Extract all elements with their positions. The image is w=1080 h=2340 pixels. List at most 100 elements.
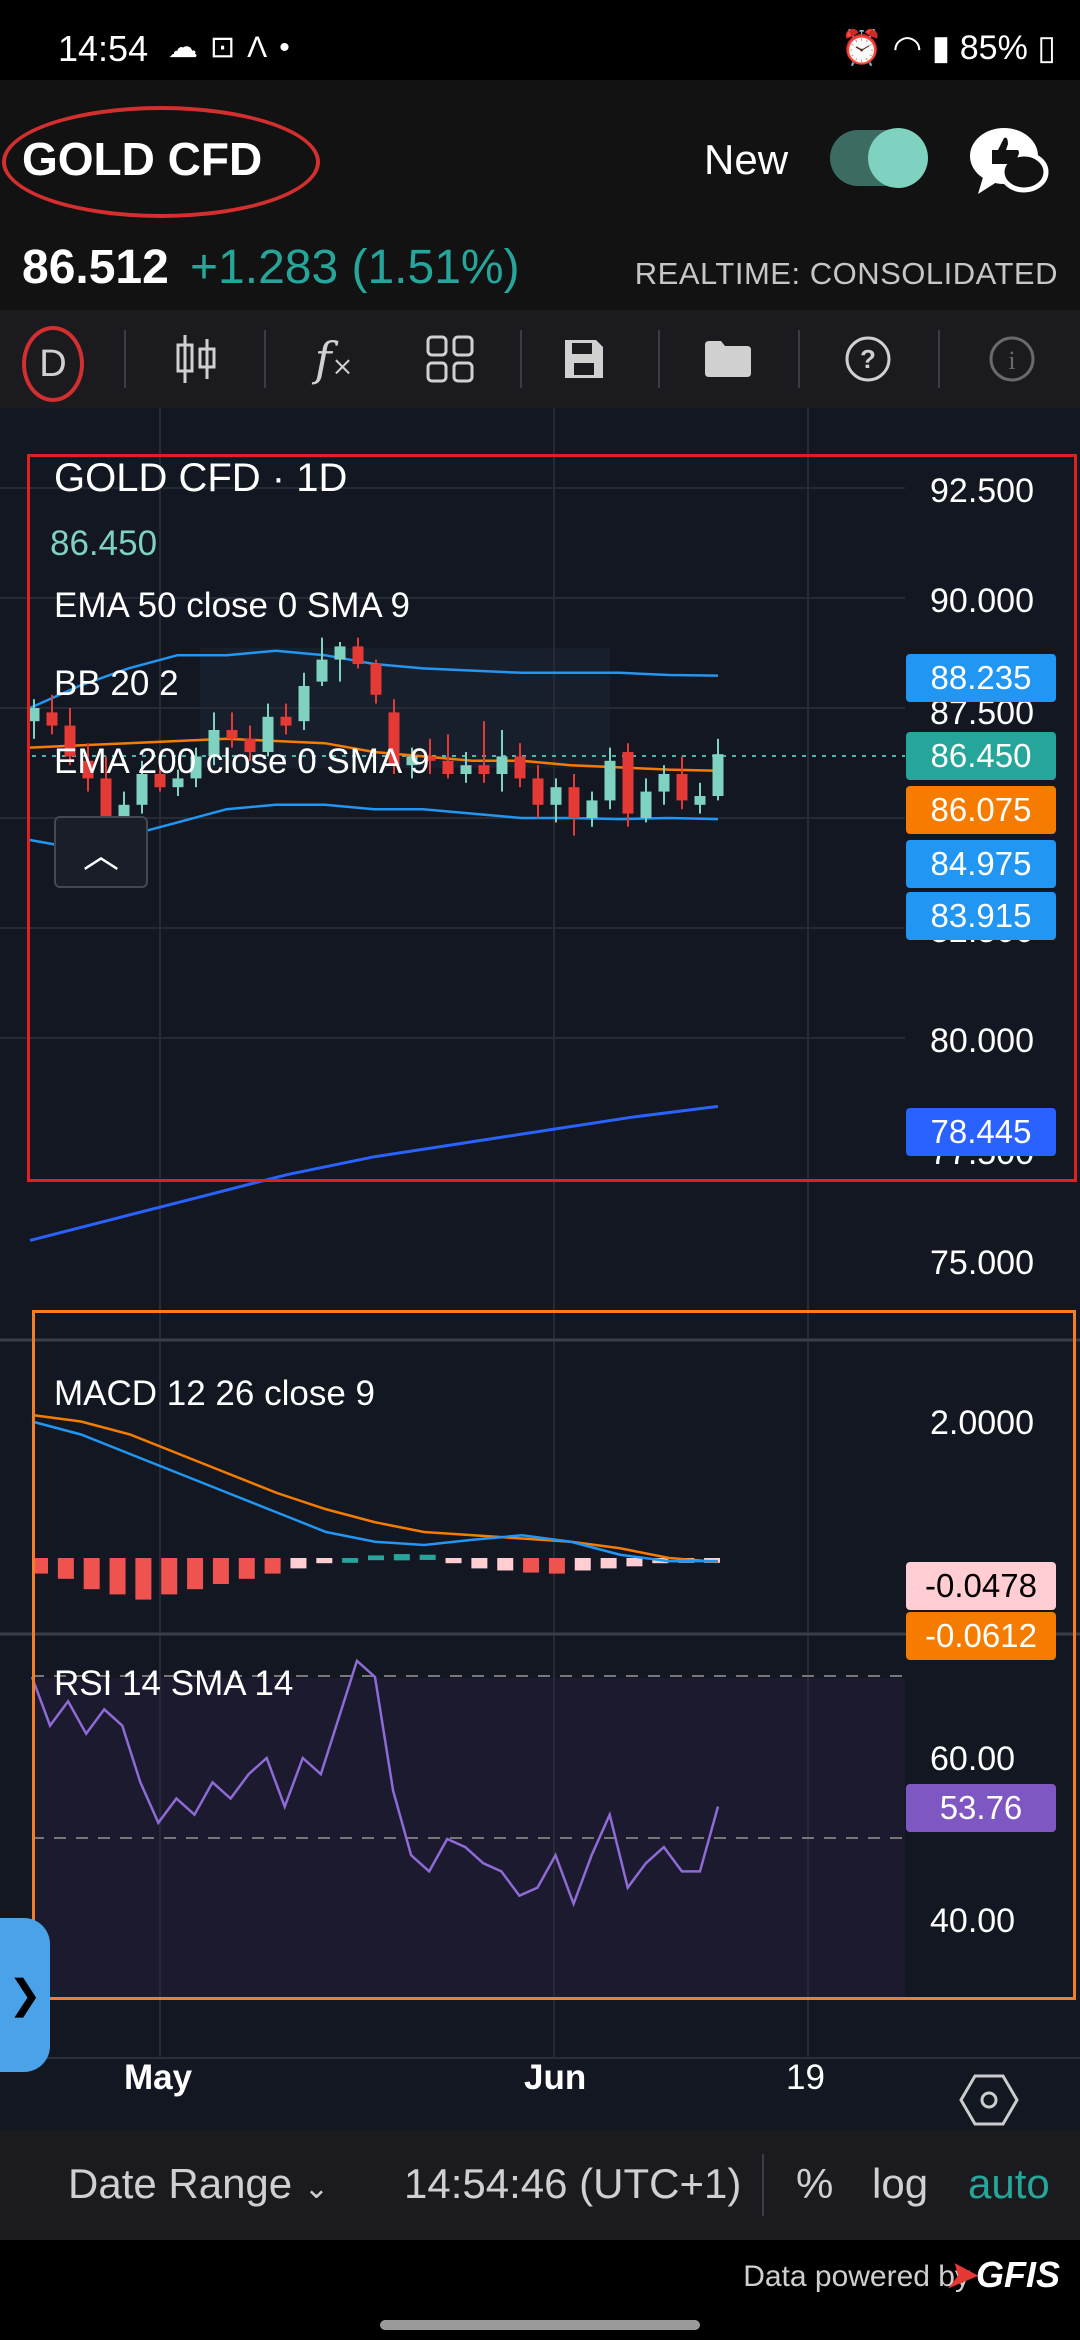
legend-ema50[interactable]: EMA 50 close 0 SMA 9 <box>54 586 411 625</box>
svg-text:?: ? <box>860 344 876 374</box>
candle-body <box>676 774 688 801</box>
candle-body <box>334 646 346 660</box>
wifi-icon: ◠ <box>892 29 923 67</box>
chevron-up-icon: ︿ <box>82 834 119 875</box>
candle-body <box>532 778 544 805</box>
side-panel-tab[interactable]: ❯ <box>0 1918 50 2072</box>
layout-icon[interactable] <box>412 324 488 394</box>
symbol-title[interactable]: GOLD CFD <box>22 133 263 185</box>
interval-button[interactable]: D <box>22 326 84 402</box>
candle-body <box>28 708 40 722</box>
legend-bb[interactable]: BB 20 2 <box>54 664 179 703</box>
timezone-clock[interactable]: 14:54:46 (UTC+1) <box>404 2160 742 2207</box>
candle-body <box>586 800 598 818</box>
chart-toolbar: D f× ? i <box>0 310 1080 408</box>
collapse-legend-button[interactable]: ︿ <box>54 816 148 888</box>
macd-histogram-bar <box>32 1558 48 1574</box>
percent-scale-button[interactable]: % <box>796 2160 834 2207</box>
chart-area[interactable]: GOLD CFD · 1D 86.450 EMA 50 close 0 SMA … <box>0 408 1080 2158</box>
price-change: +1.283 (1.51%) <box>190 241 520 294</box>
candle-body <box>604 760 616 801</box>
bb-upper-tag: 88.235 <box>906 654 1056 702</box>
price-axis-label: 92.500 <box>930 472 1034 510</box>
macd-histogram-bar <box>238 1558 255 1579</box>
home-indicator[interactable] <box>380 2320 700 2330</box>
macd-histogram-bar <box>548 1558 565 1574</box>
candle-body <box>172 778 184 788</box>
macd-histogram-bar <box>368 1555 384 1561</box>
candle-body <box>568 787 580 818</box>
candle-body <box>694 796 706 805</box>
macd-series <box>31 1413 720 1600</box>
ema200-line <box>29 1104 719 1242</box>
macd-histogram-bar <box>471 1558 488 1569</box>
macd-histogram-bar <box>600 1558 617 1569</box>
title-highlight-ring <box>2 106 320 218</box>
candle-body <box>478 765 490 774</box>
chart-settings-icon-center <box>980 2091 998 2109</box>
legend-ema200[interactable]: EMA 200 close 0 SMA 9 <box>54 742 430 781</box>
candle-body <box>280 716 292 726</box>
info-icon[interactable]: i <box>974 324 1050 394</box>
chevron-down-icon: ⌄ <box>303 2172 329 2205</box>
toolbar-divider <box>124 330 126 388</box>
bottom-bar: Date Range ⌄ 14:54:46 (UTC+1) % log auto <box>0 2130 1080 2240</box>
status-time: 14:54 <box>58 28 149 69</box>
save-icon[interactable] <box>546 324 622 394</box>
toolbar-divider <box>520 330 522 388</box>
folder-icon[interactable] <box>690 324 766 394</box>
macd-histogram-bar <box>135 1558 152 1600</box>
help-icon[interactable]: ? <box>830 324 906 394</box>
battery-icon: ▯ <box>1037 29 1056 67</box>
legend-last: 86.450 <box>50 524 158 563</box>
candle-body <box>226 730 238 739</box>
signal-icon: ▮ <box>931 29 951 67</box>
macd-histogram-bar <box>393 1554 410 1561</box>
chart-canvas[interactable] <box>0 408 1080 2158</box>
function-icon[interactable]: f× <box>314 332 354 386</box>
macd-histogram-bar <box>342 1558 359 1563</box>
candle-body <box>46 712 58 726</box>
candle-body <box>622 752 634 814</box>
alarm-icon: ⏰ <box>840 29 884 67</box>
candle-body <box>406 756 418 766</box>
data-feed-label: REALTIME: CONSOLIDATED <box>634 256 1058 291</box>
candle-body <box>118 804 130 823</box>
macd-histogram-bar <box>316 1558 333 1564</box>
toolbar-divider <box>938 330 940 388</box>
candle-body <box>496 756 508 774</box>
rsi-axis-label: 60.00 <box>930 1740 1016 1778</box>
candle-body <box>244 738 256 752</box>
chart-settings-icon[interactable] <box>959 2074 1019 2126</box>
gfis-logo[interactable]: ➤GFIS <box>946 2254 1060 2296</box>
candle-body <box>208 730 220 757</box>
bb-lower-tag: 83.915 <box>906 892 1056 940</box>
new-label: New <box>704 136 789 183</box>
macd-histogram-bar <box>187 1558 204 1590</box>
gfis-brand: GFIS <box>975 2254 1060 2295</box>
candle-body <box>370 664 382 695</box>
legend-macd[interactable]: MACD 12 26 close 9 <box>54 1374 375 1413</box>
candles-icon[interactable] <box>158 324 234 394</box>
candle-body <box>550 787 562 805</box>
rsi-value-tag: 53.76 <box>906 1784 1056 1832</box>
macd-histogram-bar <box>574 1558 591 1571</box>
price-axis-label: 75.000 <box>930 1244 1034 1282</box>
highlight-box-price-pane <box>27 454 1077 1182</box>
last-price-tag: 86.450 <box>906 732 1056 780</box>
battery-level: 85% <box>959 29 1028 67</box>
auto-scale-button[interactable]: auto <box>968 2160 1050 2207</box>
vpn-icon: ⊡ <box>210 31 248 64</box>
log-scale-button[interactable]: log <box>872 2160 929 2207</box>
powered-by-text: Data powered by <box>743 2260 970 2293</box>
toggle-knob[interactable] <box>868 128 928 188</box>
dot-icon: • <box>279 31 302 64</box>
highlight-box-indicators <box>32 1310 1076 2000</box>
chat-like-icon[interactable] <box>966 122 1050 202</box>
app-header: GOLD CFD New 86.512 +1.283 (1.51%) REALT… <box>0 80 1080 310</box>
date-range-button[interactable]: Date Range ⌄ <box>68 2160 329 2208</box>
candle-body <box>658 774 670 792</box>
price-axis-label: 90.000 <box>930 582 1034 620</box>
status-right-icons: ⏰ ◠ ▮ 85% ▯ <box>841 28 1056 68</box>
legend-rsi[interactable]: RSI 14 SMA 14 <box>54 1664 294 1703</box>
